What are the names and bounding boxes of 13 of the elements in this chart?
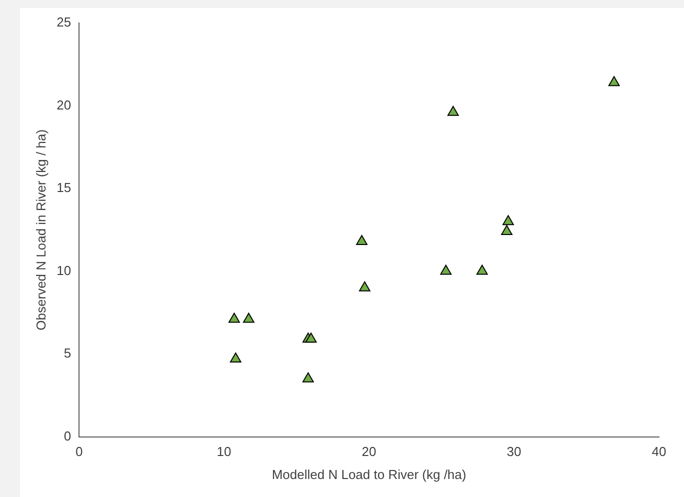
x-tick-label: 10 [216, 444, 232, 460]
y-tick-label: 10 [56, 262, 72, 278]
x-tick-label: 30 [506, 444, 522, 460]
y-tick-label: 5 [64, 346, 72, 361]
x-tick-label: 20 [362, 444, 376, 460]
x-tick-label: 0 [75, 444, 83, 460]
y-tick-label: 25 [56, 14, 72, 30]
x-axis-title: Modelled N Load to River (kg /ha) [272, 466, 466, 482]
y-tick-label: 15 [56, 180, 72, 196]
x-tick-label: 40 [652, 444, 666, 460]
y-axis-title: Observed N Load in River (kg / ha) [33, 129, 48, 330]
y-tick-label: 0 [64, 428, 72, 444]
y-tick-label: 20 [56, 97, 72, 112]
